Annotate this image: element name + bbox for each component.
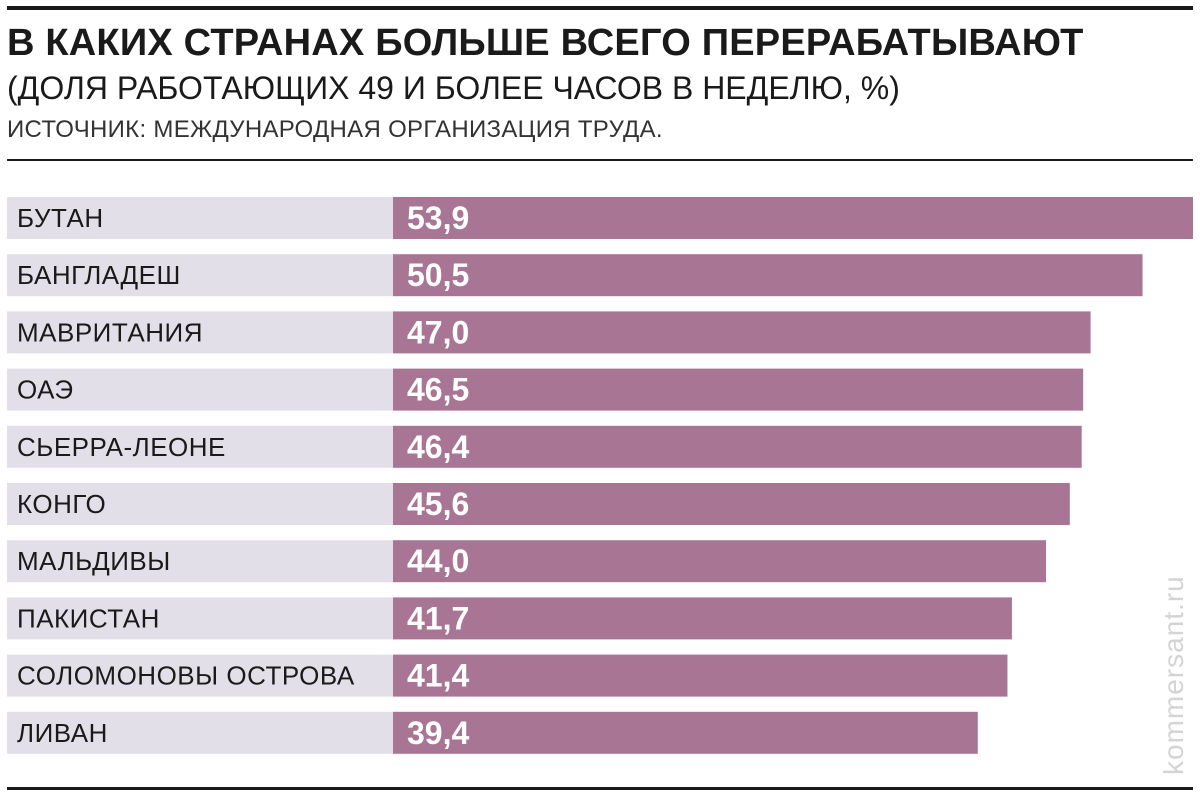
- category-label: БАНГЛАДЕШ: [17, 260, 181, 290]
- category-label-background: [7, 483, 393, 525]
- value-label: 39,4: [407, 715, 469, 751]
- category-label-background: [7, 311, 393, 354]
- watermark: kommersant.ru: [1158, 575, 1189, 775]
- bar: [393, 311, 1091, 354]
- value-label: 46,4: [407, 429, 469, 465]
- value-label: 45,6: [407, 486, 469, 522]
- category-label: ЛИВАН: [17, 718, 108, 748]
- top-rule: [7, 6, 1193, 10]
- bar: [393, 540, 1047, 583]
- value-label: 50,5: [407, 257, 469, 293]
- value-label: 41,4: [407, 658, 469, 694]
- value-label: 53,9: [407, 200, 469, 236]
- category-label-background: [7, 254, 393, 297]
- category-label: МАВРИТАНИЯ: [17, 317, 203, 347]
- value-label: 44,0: [407, 543, 469, 579]
- bar: [393, 711, 978, 754]
- category-label-background: [7, 197, 393, 239]
- category-label-background: [7, 540, 393, 583]
- category-label: КОНГО: [17, 489, 106, 519]
- category-label: ОАЭ: [17, 375, 74, 405]
- value-label: 47,0: [407, 314, 469, 350]
- category-label: ПАКИСТАН: [17, 603, 160, 633]
- bar: [393, 254, 1143, 297]
- category-label-background: [7, 368, 393, 411]
- category-label: БУТАН: [17, 203, 104, 233]
- category-label: СОЛОМОНОВЫ ОСТРОВА: [17, 661, 355, 691]
- chart-title: В КАКИХ СТРАНАХ БОЛЬШЕ ВСЕГО ПЕРЕРАБАТЫВ…: [7, 22, 1084, 64]
- category-label-background: [7, 654, 393, 697]
- source-note: ИСТОЧНИК: МЕЖДУНАРОДНАЯ ОРГАНИЗАЦИЯ ТРУД…: [7, 116, 663, 143]
- chart-subtitle: (ДОЛЯ РАБОТАЮЩИХ 49 И БОЛЕЕ ЧАСОВ В НЕДЕ…: [7, 70, 900, 106]
- bar: [393, 483, 1070, 525]
- category-label-background: [7, 425, 393, 468]
- category-label: МАЛЬДИВЫ: [17, 546, 171, 576]
- category-label-background: [7, 597, 393, 640]
- bar: [393, 654, 1008, 697]
- category-label-background: [7, 711, 393, 754]
- bar: [393, 425, 1082, 468]
- value-label: 41,7: [407, 600, 469, 636]
- bar: [393, 197, 1193, 239]
- bar: [393, 597, 1012, 640]
- category-label: СЬЕРРА-ЛЕОНЕ: [17, 432, 226, 462]
- value-label: 46,5: [407, 372, 469, 408]
- bar: [393, 368, 1084, 411]
- bottom-rule: [7, 787, 1193, 790]
- header-divider: [7, 159, 1193, 161]
